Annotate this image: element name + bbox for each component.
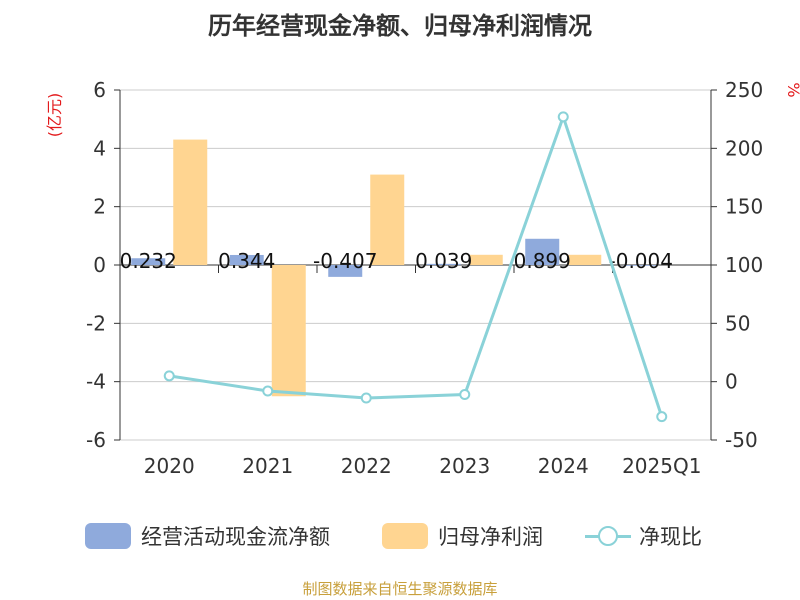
source-note: 制图数据来自恒生聚源数据库 (302, 580, 498, 598)
legend-label-cash-flow: 经营活动现金流净额 (141, 525, 330, 549)
bar-cash-flow (525, 238, 560, 265)
right-y-tick-label: 0 (725, 370, 738, 394)
right-axis-label: % (784, 82, 800, 97)
right-y-tick-label: 50 (725, 311, 750, 335)
left-y-tick-label: 6 (93, 78, 106, 102)
chart-title: 历年经营现金净额、归母净利润情况 (208, 12, 592, 40)
ratio-point (459, 389, 471, 400)
bar-cash-flow (328, 265, 363, 277)
right-y-tick-label: 200 (725, 136, 763, 160)
bar-value-label: 0.899 (514, 249, 571, 273)
bar-value-label: 0.344 (218, 249, 275, 273)
right-y-tick-label: 100 (725, 253, 763, 277)
x-tick-label: 2021 (242, 454, 293, 478)
bar-net-profit (468, 254, 503, 265)
ratio-line-path (169, 112, 664, 418)
left-y-tick-labels: 6 4 2 0 -2 -4 -6 (86, 78, 106, 452)
bar-value-label: -0.004 (609, 249, 673, 273)
legend-swatch-cash-flow (85, 523, 131, 549)
ratio-point (656, 411, 668, 423)
x-tick-label: 2024 (538, 454, 589, 478)
right-y-tick-labels: 250 200 150 100 50 0 -50 (725, 78, 763, 452)
bar-value-label: 0.039 (415, 249, 472, 273)
x-tick-label: 2023 (439, 454, 490, 478)
legend-symbol-ratio (585, 523, 631, 549)
ratio-line (163, 111, 668, 423)
ratio-point (262, 385, 274, 397)
bar-cash-flow (131, 258, 166, 265)
left-y-tick-label: -2 (86, 311, 106, 335)
legend-label-ratio: 净现比 (639, 525, 702, 549)
legend: 经营活动现金流净额 归母净利润 净现比 (0, 516, 800, 556)
left-y-tick-label: 4 (93, 136, 106, 160)
legend-item-ratio[interactable]: 净现比 (585, 516, 702, 556)
left-y-tick-label: 0 (93, 253, 106, 277)
right-y-tick-label: -50 (725, 428, 758, 452)
right-y-tick-label: 250 (725, 78, 763, 102)
ratio-point (360, 392, 372, 404)
right-y-tick-label: 150 (725, 195, 763, 219)
x-tick-label: 2020 (144, 454, 195, 478)
left-y-tick-label: -6 (86, 428, 106, 452)
bar-value-label: -0.407 (313, 249, 377, 273)
legend-item-net-profit[interactable]: 归母净利润 (382, 516, 543, 556)
legend-label-net-profit: 归母净利润 (438, 525, 543, 549)
bars (131, 139, 658, 397)
ratio-point (163, 370, 175, 382)
bar-cash-flow (623, 265, 658, 266)
x-tick-labels: 2020 2021 2022 2023 2024 2025Q1 (144, 454, 702, 478)
legend-swatch-net-profit (382, 523, 428, 549)
left-y-tick-label: -4 (86, 370, 106, 394)
legend-item-cash-flow[interactable]: 经营活动现金流净额 (85, 516, 330, 556)
bar-cash-flow (229, 254, 264, 265)
x-tick-label: 2025Q1 (622, 454, 701, 478)
bar-net-profit (370, 174, 405, 265)
bar-net-profit (271, 265, 306, 397)
bar-net-profit (173, 139, 208, 265)
ratio-point (557, 111, 569, 123)
x-tick-label: 2022 (341, 454, 392, 478)
bar-labels: 0.232 0.344 -0.407 0.039 0.899 -0.004 (120, 249, 673, 273)
bar-net-profit (567, 254, 602, 265)
left-axis-label: (亿元) (45, 93, 64, 138)
left-y-tick-label: 2 (93, 195, 106, 219)
bar-cash-flow (426, 263, 461, 265)
bar-value-label: 0.232 (120, 249, 177, 273)
